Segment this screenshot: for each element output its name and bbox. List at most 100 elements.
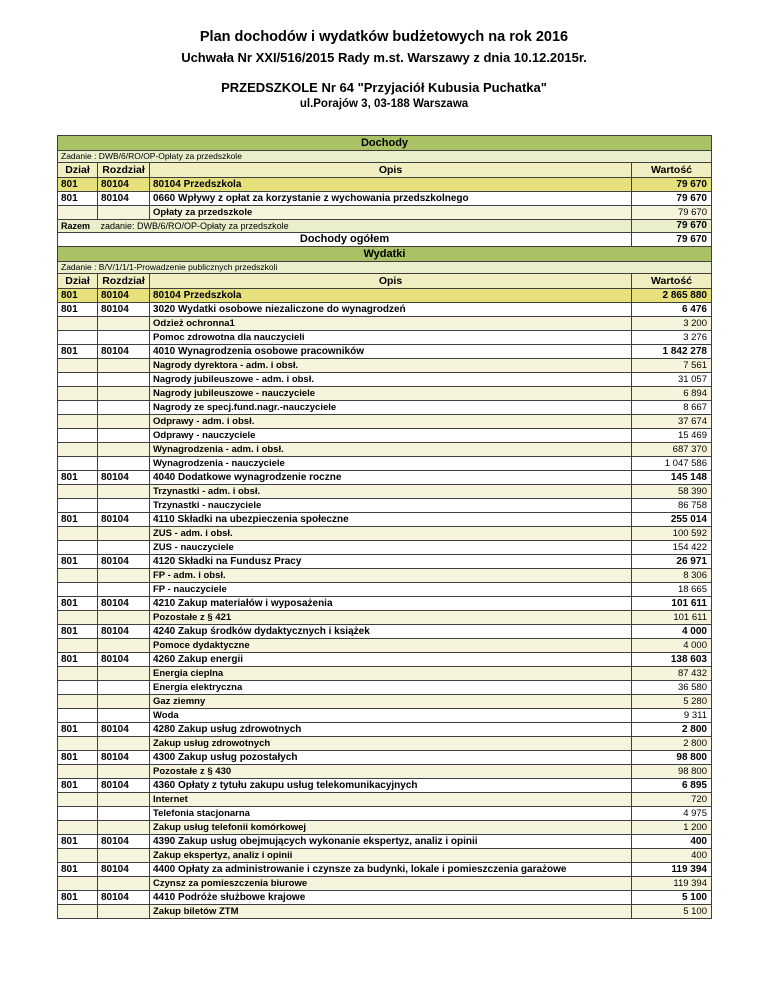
- cell-dzial: 801: [57, 624, 98, 639]
- cell-rozdzial: [97, 540, 150, 555]
- cell-dzial: 801: [57, 862, 98, 877]
- cell-wartosc: 79 670: [631, 205, 712, 220]
- cell-opis: Woda: [149, 708, 632, 723]
- cell-rozdzial: [97, 708, 150, 723]
- cell-rozdzial: 80104: [97, 177, 150, 192]
- table-row-detail: Woda 9 311: [57, 708, 712, 723]
- institution-name: PRZEDSZKOLE Nr 64 "Przyjaciół Kubusia Pu…: [221, 80, 547, 95]
- cell-opis: Nagrody jubileuszowe - nauczyciele: [149, 386, 632, 401]
- cell-wartosc: 5 100: [631, 904, 712, 919]
- cell-rozdzial: 80104: [97, 596, 150, 611]
- cell-rozdzial: [97, 848, 150, 863]
- cell-opis: 0660 Wpływy z opłat za korzystanie z wyc…: [149, 191, 632, 206]
- cell-wartosc: 1 842 278: [631, 344, 712, 359]
- cell-dzial: [57, 736, 98, 751]
- table-row-detail: Odprawy - nauczyciele 15 469: [57, 428, 712, 443]
- cell-wartosc: 5 100: [631, 890, 712, 905]
- table-row-detail: ZUS - adm. i obsł. 100 592: [57, 526, 712, 541]
- document-header: Plan dochodów i wydatków budżetowych na …: [0, 0, 768, 110]
- col-header-wartosc: Wartość: [631, 273, 712, 289]
- cell-opis: Pozostałe z § 421: [149, 610, 632, 625]
- cell-wartosc: 79 670: [631, 177, 712, 192]
- cell-rozdzial: [97, 205, 150, 220]
- table-row-detail: Gaz ziemny 5 280: [57, 694, 712, 709]
- zadanie-row-wydatki: Zadanie : B/V/1/1/1-Prowadzenie publiczn…: [57, 261, 712, 274]
- cell-rozdzial: [97, 680, 150, 695]
- cell-rozdzial: 80104: [97, 624, 150, 639]
- section-header-dochody: Dochody: [57, 135, 712, 151]
- table-row-detail: Wynagrodzenia - nauczyciele 1 047 586: [57, 456, 712, 471]
- cell-rozdzial: [97, 484, 150, 499]
- wydatki-header-rows: Wydatki Zadanie : B/V/1/1/1-Prowadzenie …: [57, 246, 712, 289]
- cell-opis: Internet: [149, 792, 632, 807]
- cell-rozdzial: [97, 400, 150, 415]
- razem-label: Razem: [57, 219, 98, 233]
- cell-dzial: [57, 820, 98, 835]
- cell-dzial: [57, 876, 98, 891]
- cell-wartosc: 101 611: [631, 610, 712, 625]
- cell-rozdzial: 80104: [97, 302, 150, 317]
- cell-opis: Pomoc zdrowotna dla nauczycieli: [149, 330, 632, 345]
- cell-opis: 4240 Zakup środków dydaktycznych i książ…: [149, 624, 632, 639]
- cell-wartosc: 6 895: [631, 778, 712, 793]
- cell-dzial: 801: [57, 834, 98, 849]
- cell-dzial: [57, 806, 98, 821]
- cell-rozdzial: [97, 792, 150, 807]
- section-title: Dochody: [57, 135, 712, 151]
- table-row-para: 801 80104 4120 Składki na Fundusz Pracy 26 …: [57, 554, 712, 569]
- table-row-para: 801 80104 4400 Opłaty za administrowanie i…: [57, 862, 712, 877]
- cell-opis: Trzynastki - adm. i obsł.: [149, 484, 632, 499]
- cell-dzial: 801: [57, 288, 98, 303]
- cell-opis: 4300 Zakup usług pozostałych: [149, 750, 632, 765]
- cell-rozdzial: [97, 694, 150, 709]
- section-title: Wydatki: [57, 246, 712, 262]
- cell-dzial: 801: [57, 344, 98, 359]
- cell-opis: 80104 Przedszkola: [149, 177, 632, 192]
- cell-wartosc: 98 800: [631, 764, 712, 779]
- cell-dzial: [57, 848, 98, 863]
- col-header-wartosc: Wartość: [631, 162, 712, 178]
- cell-wartosc: 3 200: [631, 316, 712, 331]
- table-row-detail: Zakup ekspertyz, analiz i opinii 400: [57, 848, 712, 863]
- table-row-detail: Czynsz za pomieszczenia biurowe 119 394: [57, 876, 712, 891]
- cell-wartosc: 8 667: [631, 400, 712, 415]
- cell-opis: FP - adm. i obsł.: [149, 568, 632, 583]
- cell-dzial: [57, 330, 98, 345]
- table-row-detail: Pozostałe z § 430 98 800: [57, 764, 712, 779]
- zadanie-label: Zadanie : DWB/6/RO/OP-Opłaty za przedszk…: [57, 150, 712, 163]
- cell-opis: Zakup ekspertyz, analiz i opinii: [149, 848, 632, 863]
- table-row-para: 801 80104 4010 Wynagrodzenia osobowe praco…: [57, 344, 712, 359]
- cell-opis: Pozostałe z § 430: [149, 764, 632, 779]
- table-row-detail: Zakup biletów ZTM 5 100: [57, 904, 712, 919]
- table-row-para: 801 80104 4390 Zakup usług obejmujących wy…: [57, 834, 712, 849]
- cell-dzial: [57, 414, 98, 429]
- cell-opis: ZUS - adm. i obsł.: [149, 526, 632, 541]
- total-label: Dochody ogółem: [57, 232, 632, 247]
- cell-opis: Zakup usług telefonii komórkowej: [149, 820, 632, 835]
- table-row-chapter: 801 80104 80104 Przedszkola 79 670: [57, 177, 712, 192]
- cell-opis: Nagrody dyrektora - adm. i obsł.: [149, 358, 632, 373]
- cell-rozdzial: [97, 582, 150, 597]
- cell-wartosc: 86 758: [631, 498, 712, 513]
- col-header-opis: Opis: [149, 162, 632, 178]
- cell-wartosc: 101 611: [631, 596, 712, 611]
- table-row-detail: Nagrody jubileuszowe - adm. i obsł. 31 05…: [57, 372, 712, 387]
- col-header-dzial: Dział: [57, 162, 98, 178]
- cell-opis: 3020 Wydatki osobowe niezaliczone do wyn…: [149, 302, 632, 317]
- cell-opis: FP - nauczyciele: [149, 582, 632, 597]
- cell-rozdzial: [97, 736, 150, 751]
- institution-address: ul.Porajów 3, 03-188 Warszawa: [299, 98, 469, 110]
- col-header-rozdzial: Rozdział: [97, 162, 150, 178]
- table-row-detail: Energia cieplna 87 432: [57, 666, 712, 681]
- cell-opis: Gaz ziemny: [149, 694, 632, 709]
- col-header-dzial: Dział: [57, 273, 98, 289]
- cell-wartosc: 2 800: [631, 722, 712, 737]
- cell-opis: Wynagrodzenia - nauczyciele: [149, 456, 632, 471]
- cell-dzial: 801: [57, 596, 98, 611]
- cell-dzial: [57, 694, 98, 709]
- cell-wartosc: 4 975: [631, 806, 712, 821]
- cell-opis: Wynagrodzenia - adm. i obsł.: [149, 442, 632, 457]
- cell-rozdzial: [97, 330, 150, 345]
- cell-opis: Zakup biletów ZTM: [149, 904, 632, 919]
- cell-wartosc: 720: [631, 792, 712, 807]
